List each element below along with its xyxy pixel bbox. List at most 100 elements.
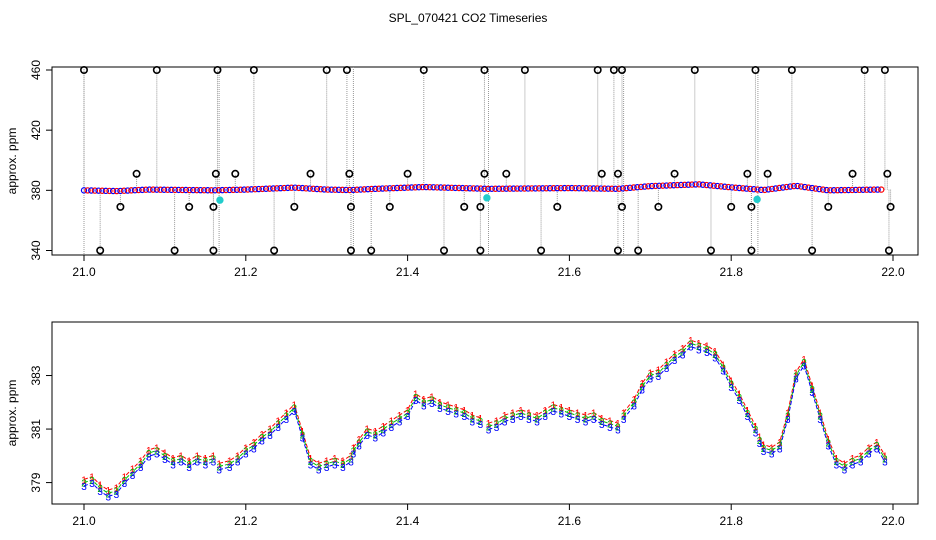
bottom-y-axis-title: approx. ppm — [5, 380, 19, 447]
bottom-series-3-marker: 3 — [259, 436, 265, 447]
top-outlier-high — [480, 66, 489, 75]
bottom-y-tick-label: 381 — [29, 419, 43, 439]
bottom-series-2-marker: 2 — [712, 350, 718, 361]
bottom-series-2-marker: 2 — [397, 414, 403, 425]
top-data-point — [149, 186, 157, 193]
bottom-series-3-marker: 3 — [510, 415, 516, 426]
top-data-point — [772, 185, 779, 192]
top-data-point — [419, 183, 426, 191]
top-data-point — [874, 186, 881, 193]
bottom-series-1-marker: 1 — [720, 360, 726, 371]
bottom-series-3-marker: 3 — [761, 447, 767, 458]
bottom-series-3-marker: 3 — [211, 458, 217, 469]
top-data-point — [463, 185, 470, 192]
bottom-series-3-marker: 3 — [672, 356, 678, 367]
top-data-point — [131, 187, 139, 194]
top-data-point — [397, 184, 404, 192]
bottom-series-2-marker: 2 — [308, 457, 314, 468]
bottom-series-1-marker: 1 — [332, 454, 338, 465]
top-data-point — [237, 186, 244, 193]
top-data-point — [794, 182, 801, 190]
bottom-series-2-marker: 2 — [656, 369, 662, 380]
bottom-series-3-marker: 3 — [267, 431, 273, 442]
bottom-series-1-marker: 1 — [615, 419, 621, 430]
top-data-point — [168, 186, 175, 194]
bottom-series-2-marker: 2 — [621, 412, 627, 423]
top-data-point — [859, 186, 867, 193]
top-data-point — [743, 185, 750, 192]
top-data-point — [117, 187, 124, 195]
bottom-series-3-line — [488, 410, 619, 431]
bottom-series-3-marker: 3 — [639, 385, 645, 396]
top-data-point — [273, 185, 281, 192]
top-data-point — [499, 185, 506, 192]
bottom-series-1-marker: 1 — [356, 435, 362, 446]
top-data-point — [382, 185, 390, 192]
top-outlier-high — [690, 66, 699, 75]
bottom-series-2-marker: 2 — [720, 364, 726, 375]
top-data-point — [652, 182, 659, 190]
bottom-series-1-marker: 1 — [672, 350, 678, 361]
bottom-series-2-marker: 2 — [97, 484, 103, 495]
top-data-point — [128, 187, 135, 194]
bottom-series-1-marker: 1 — [834, 454, 840, 465]
top-outlier-mid-high — [211, 169, 220, 178]
top-data-point — [816, 185, 823, 193]
bottom-series-2-marker: 2 — [825, 438, 831, 449]
bottom-series-1-marker: 1 — [405, 406, 411, 417]
top-outlier-mid-high — [743, 169, 752, 178]
top-outlier-mid-low — [385, 202, 394, 211]
top-data-point — [204, 187, 211, 194]
top-data-point — [88, 187, 95, 194]
bottom-series-1-marker: 1 — [89, 473, 95, 484]
bottom-series-3-marker: 3 — [308, 460, 314, 471]
bottom-series-2-marker: 2 — [421, 398, 427, 409]
bottom-series-2-marker: 2 — [356, 438, 362, 449]
bottom-series-3-marker: 3 — [793, 375, 799, 386]
top-data-point — [230, 186, 237, 194]
bottom-series-2-marker: 2 — [81, 479, 87, 490]
bottom-series-1-marker: 1 — [518, 406, 524, 417]
bottom-series-1-marker: 1 — [777, 438, 783, 449]
top-data-point — [437, 184, 444, 191]
top-data-point — [717, 183, 725, 190]
bottom-series-1-marker: 1 — [154, 443, 160, 454]
bottom-series-3-marker: 3 — [704, 348, 710, 359]
top-data-point — [120, 187, 128, 194]
bottom-series-2-marker: 2 — [591, 412, 597, 423]
top-x-tick-label: 21.4 — [396, 265, 420, 279]
top-data-point — [95, 187, 102, 194]
top-outlier-mid-high — [480, 169, 489, 178]
bottom-x-tick-label: 21.6 — [558, 514, 582, 528]
bottom-series-1-marker: 1 — [186, 457, 192, 468]
bottom-series-1-marker: 1 — [656, 366, 662, 377]
bottom-series-3-marker: 3 — [275, 423, 281, 434]
top-outlier-mid-low — [209, 202, 218, 211]
top-data-point — [841, 186, 849, 194]
top-data-point — [408, 184, 415, 191]
bottom-series-2-marker: 2 — [251, 441, 257, 452]
bottom-series-1-marker: 1 — [526, 408, 532, 419]
bottom-series-1-marker: 1 — [550, 400, 556, 411]
top-data-point — [342, 186, 350, 194]
top-data-point — [109, 187, 117, 195]
top-data-point — [200, 187, 208, 194]
bottom-series-3-marker: 3 — [656, 372, 662, 383]
bottom-y-tick-label: 379 — [29, 472, 43, 492]
top-data-point — [386, 185, 394, 192]
top-data-point — [106, 187, 113, 195]
bottom-series-3-marker: 3 — [817, 415, 823, 426]
bottom-series-2-marker: 2 — [178, 455, 184, 466]
top-data-point — [725, 183, 732, 191]
bottom-series-1-marker: 1 — [858, 451, 864, 462]
bottom-series-2-marker: 2 — [259, 433, 265, 444]
top-x-axis: 21.0 21.2 21.4 21.6 21.8 22.0 — [72, 255, 905, 279]
top-data-point — [583, 185, 590, 192]
top-data-point — [612, 185, 619, 192]
top-outlier-high — [593, 66, 602, 75]
top-data-point — [481, 185, 488, 192]
bottom-series-3-marker: 3 — [801, 361, 807, 372]
top-outlier-high — [152, 66, 161, 75]
top-outlier-low — [747, 246, 756, 255]
top-x-tick-label: 21.8 — [720, 265, 744, 279]
